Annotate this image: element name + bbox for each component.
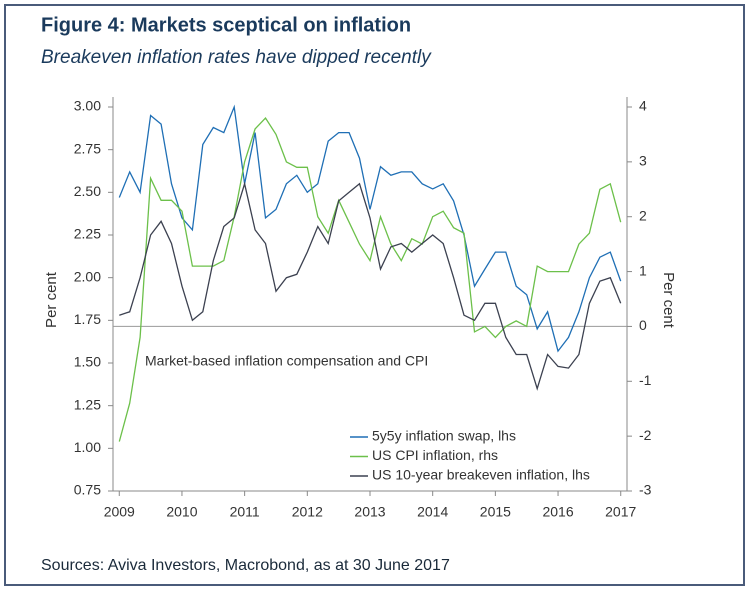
legend-label: 5y5y inflation swap, lhs: [372, 428, 516, 444]
x-tick-label: 2012: [292, 504, 323, 520]
x-tick-label: 2011: [230, 504, 260, 520]
y-tick-label: 1.25: [74, 396, 101, 412]
chart-title: Figure 4: Markets sceptical on inflation: [41, 14, 411, 36]
y-tick-label: 1.00: [74, 439, 101, 455]
series-line: [118, 116, 622, 442]
x-tick-label: 2010: [166, 504, 197, 520]
y2-tick-label: 4: [639, 98, 647, 114]
y2-tick-label: 0: [639, 317, 647, 333]
source: Sources: Aviva Investors, Macrobond, as …: [41, 557, 450, 574]
annotation: Market-based inflation compensation and …: [145, 353, 428, 369]
y-tick-label: 3.00: [74, 98, 101, 114]
y2-axis-label: Per cent: [660, 272, 677, 329]
y-tick-label: 0.75: [74, 482, 101, 498]
legend-label: US 10-year breakeven inflation, lhs: [372, 467, 590, 483]
legend-label: US CPI inflation, rhs: [372, 447, 498, 463]
x-tick-label: 2017: [605, 504, 636, 520]
y2-tick-label: -2: [639, 427, 652, 443]
series-line: [118, 104, 622, 353]
y2-tick-label: 3: [639, 153, 647, 169]
x-tick-label: 2015: [480, 504, 511, 520]
y-tick-label: 1.50: [74, 354, 101, 370]
y-tick-label: 1.75: [74, 311, 101, 327]
y2-tick-label: 1: [639, 262, 647, 278]
x-tick-label: 2016: [542, 504, 573, 520]
y2-tick-label: -1: [639, 372, 652, 388]
x-tick-label: 2009: [104, 504, 135, 520]
x-tick-label: 2014: [417, 504, 448, 520]
y-tick-label: 2.25: [74, 226, 101, 242]
y-tick-label: 2.50: [74, 183, 101, 199]
y2-tick-label: 2: [639, 207, 647, 223]
chart-subtitle: Breakeven inflation rates have dipped re…: [41, 47, 432, 68]
y-tick-label: 2.00: [74, 268, 101, 284]
series-line: [119, 181, 622, 391]
y2-tick-label: -3: [639, 482, 652, 498]
frame: [4, 4, 745, 586]
y-tick-label: 2.75: [74, 140, 101, 156]
x-tick-label: 2013: [354, 504, 385, 520]
y-axis-label: Per cent: [43, 271, 60, 328]
